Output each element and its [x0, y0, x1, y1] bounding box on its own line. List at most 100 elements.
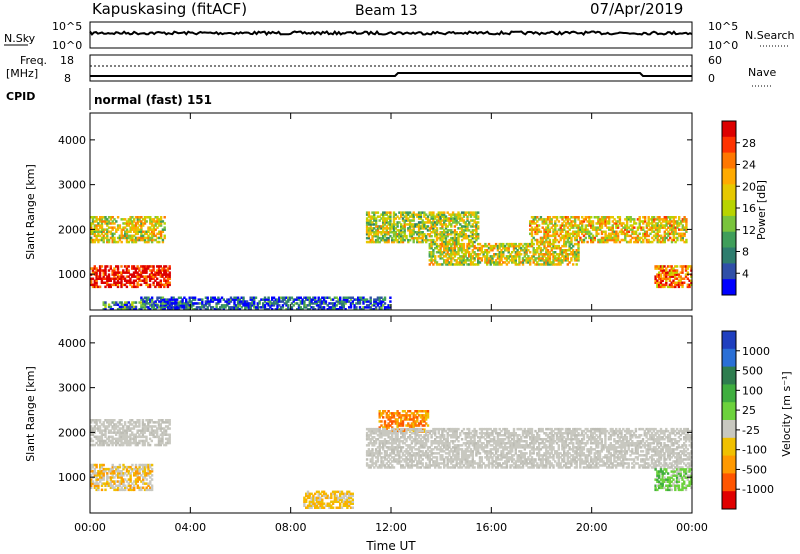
- power-cell: [199, 306, 202, 309]
- power-cell: [106, 224, 109, 227]
- power-cell: [486, 244, 489, 248]
- power-ylabel: Slant Range [km]: [24, 164, 37, 260]
- power-cell: [690, 283, 693, 287]
- power-cell: [371, 211, 374, 214]
- power-cell: [116, 303, 120, 306]
- power-cell: [272, 304, 276, 307]
- power-cell: [451, 240, 455, 244]
- power-cell: [412, 231, 415, 234]
- power-cell: [188, 296, 191, 299]
- power-cell: [462, 261, 466, 264]
- power-cell: [665, 218, 668, 221]
- power-cell: [208, 300, 211, 303]
- power-cell: [285, 308, 288, 311]
- power-cell: [455, 217, 458, 220]
- power-cell: [176, 301, 179, 304]
- power-cell: [131, 228, 134, 231]
- power-cell: [466, 257, 469, 260]
- power-cell: [537, 253, 541, 256]
- power-cell: [150, 271, 153, 274]
- power-cell: [389, 221, 392, 224]
- power-cell: [247, 308, 251, 311]
- power-cell: [477, 259, 480, 262]
- power-cell: [451, 251, 455, 254]
- power-cell: [674, 230, 677, 233]
- power-cell: [179, 304, 182, 307]
- power-cell: [337, 308, 340, 311]
- power-cell: [369, 240, 372, 244]
- power-cell: [131, 220, 134, 223]
- power-cell: [145, 302, 148, 305]
- power-cell: [466, 234, 469, 238]
- power-cell: [439, 219, 442, 222]
- power-cell: [566, 216, 570, 219]
- power-cell: [414, 213, 417, 216]
- power-cell: [460, 244, 464, 248]
- power-cell: [643, 234, 647, 238]
- power-cell: [643, 216, 647, 219]
- power-cell: [306, 296, 310, 299]
- power-cell: [174, 306, 177, 309]
- power-cell: [188, 308, 191, 311]
- power-cell: [568, 240, 571, 244]
- power-cell: [554, 259, 557, 262]
- power-cell: [573, 242, 577, 246]
- power-cell: [581, 220, 584, 223]
- power-cell: [541, 222, 544, 225]
- power-cell: [590, 236, 593, 240]
- power-cell: [439, 223, 442, 226]
- velocity-cell: [106, 443, 109, 447]
- power-cell: [597, 218, 600, 221]
- power-cell: [251, 300, 254, 303]
- power-cell: [563, 226, 566, 229]
- power-cell: [659, 283, 663, 287]
- power-cell: [636, 234, 640, 238]
- power-cell: [387, 231, 390, 234]
- power-cell: [539, 263, 543, 266]
- power-cell: [179, 306, 182, 309]
- power-cell: [627, 226, 631, 229]
- power-cell: [477, 215, 480, 218]
- power-cell: [374, 219, 378, 222]
- power-cell: [163, 308, 166, 311]
- power-cell: [143, 308, 147, 311]
- power-cell: [459, 257, 462, 260]
- power-cell: [142, 224, 145, 227]
- power-cell: [164, 265, 168, 268]
- power-cell: [532, 261, 535, 264]
- power-cell: [305, 304, 308, 307]
- power-cell: [156, 236, 159, 240]
- power-cell: [374, 221, 378, 224]
- power-cell: [167, 302, 170, 305]
- power-cell: [439, 253, 442, 256]
- power-cell: [674, 216, 677, 219]
- power-cell: [624, 234, 627, 238]
- power-cell: [546, 242, 550, 246]
- power-cell: [382, 231, 385, 234]
- power-cell: [159, 306, 163, 309]
- power-cell: [174, 302, 177, 305]
- power-cell: [136, 226, 139, 229]
- power-cell: [324, 302, 328, 305]
- velocity-cell: [141, 419, 145, 422]
- power-cell: [520, 249, 523, 252]
- power-cell: [154, 228, 157, 231]
- power-cell: [107, 285, 111, 289]
- power-cell: [265, 298, 268, 301]
- power-cell: [408, 229, 412, 232]
- power-cell: [678, 216, 681, 219]
- power-cell: [90, 222, 93, 225]
- power-cell: [157, 267, 161, 270]
- power-cell: [469, 240, 473, 244]
- power-cell: [374, 302, 378, 305]
- power-cell: [143, 271, 146, 274]
- power-cell: [435, 233, 439, 236]
- power-cell: [116, 265, 120, 268]
- power-cell: [464, 249, 467, 252]
- power-cell: [518, 255, 521, 258]
- power-cell: [104, 236, 107, 240]
- power-cell: [210, 308, 213, 311]
- power-cell: [161, 275, 164, 278]
- power-cell: [502, 255, 505, 258]
